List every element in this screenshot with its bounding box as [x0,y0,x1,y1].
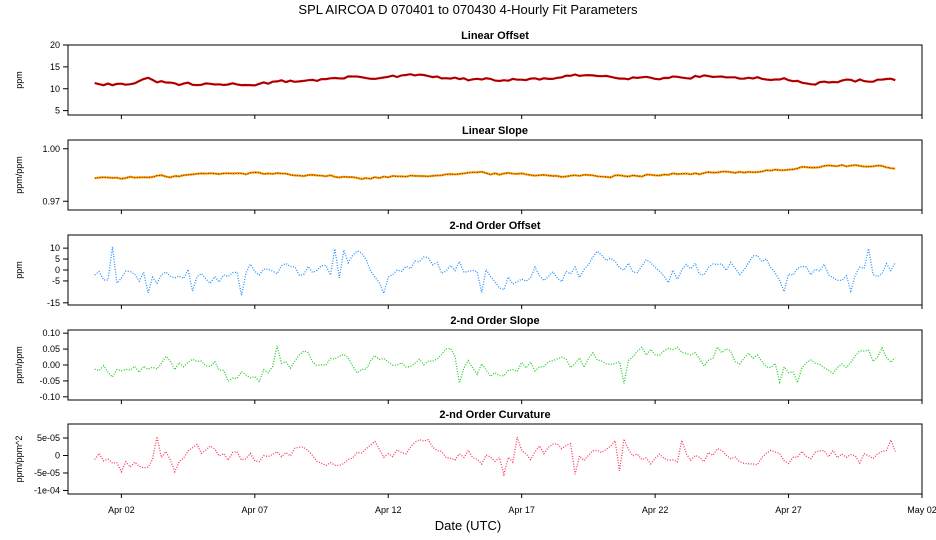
panel-title: Linear Offset [461,30,529,42]
y-tick-label: 0.05 [42,344,60,354]
y-tick-label: 0 [55,451,60,461]
y-tick-label: 10 [50,84,60,94]
y-tick-label: -1e-04 [34,486,60,496]
panel-4: 2-nd Order Slope -0.10 -0.05 0.00 0.05 0.10 pp… [14,315,923,404]
panel-frame [67,139,923,211]
y-axis-label: ppm/ppm^2 [14,436,24,483]
y-tick-label: 0.97 [42,196,60,206]
y-tick-label: 15 [50,62,60,72]
y-tick-label: 1.00 [42,144,60,154]
x-tick-label: May 02 [907,505,936,515]
x-tick-label: Apr 17 [508,505,535,515]
series-line [94,345,896,385]
y-tick-label: 5e-05 [37,433,60,443]
series-line-overlay [94,73,896,86]
y-tick-label: 0 [55,265,60,275]
x-axis-label: Date (UTC) [435,518,501,533]
series-line [94,436,896,477]
x-tick-label: Apr 07 [242,505,269,515]
y-tick-label: 0.10 [42,328,60,338]
y-axis-label: ppm [14,71,24,89]
y-tick-label: 5 [55,254,60,264]
panel-frame [67,234,923,306]
y-tick-label: -5 [52,276,60,286]
series-line [94,246,896,296]
y-tick-label: -5e-05 [34,468,60,478]
x-tick-label: Apr 02 [108,505,135,515]
y-tick-label: 0.00 [42,360,60,370]
panel-title: 2-nd Order Curvature [439,409,550,421]
y-axis-label: ppm/ppm [14,156,24,194]
x-tick-label: Apr 22 [642,505,669,515]
panel-1: Linear Offset 5 10 15 20 ppm [14,30,923,119]
y-tick-label: -15 [47,298,60,308]
x-tick-label: Apr 27 [775,505,802,515]
panel-2: Linear Slope 0.97 1.00 ppm/ppm [14,125,923,214]
y-tick-label: -0.05 [39,376,60,386]
y-axis-label: ppm [14,261,24,279]
series-line-overlay [94,164,896,180]
panel-5: 2-nd Order Curvature -1e-04 -5e-05 0 5e-05 pp… [14,409,923,498]
panel-title: Linear Slope [462,125,528,137]
y-tick-label: -0.10 [39,392,60,402]
y-tick-label: 20 [50,40,60,50]
panel-frame [67,44,923,116]
series-line [94,73,896,87]
series-line [94,163,896,181]
panel-frame [67,423,923,495]
y-tick-label: 5 [55,106,60,116]
y-axis-label: ppm/ppm [14,346,24,384]
x-axis: Apr 02 Apr 07 Apr 12 Apr 17 Apr 22 Apr 27 May … [108,505,936,515]
figure-title: SPL AIRCOA D 070401 to 070430 4-Hourly F… [298,2,638,17]
x-tick-label: Apr 12 [375,505,402,515]
panel-title: 2-nd Order Offset [449,220,540,232]
y-tick-label: 10 [50,243,60,253]
panel-title: 2-nd Order Slope [450,315,539,327]
panel-frame [67,329,923,401]
